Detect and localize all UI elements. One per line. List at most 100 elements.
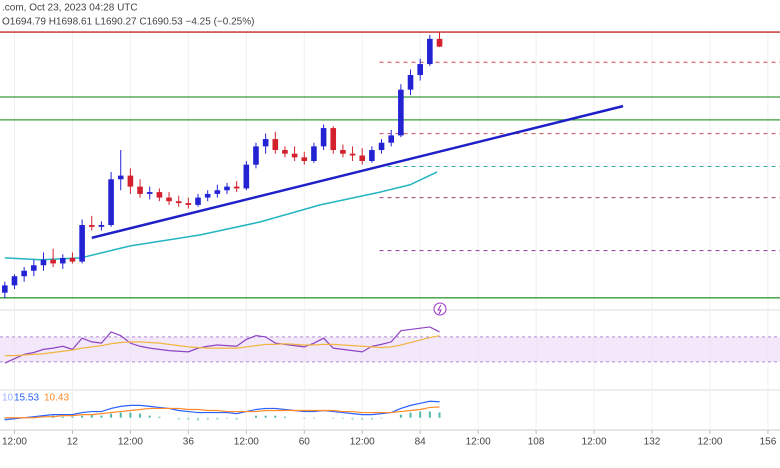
candle-body xyxy=(262,139,269,147)
candle-body xyxy=(156,192,163,198)
macd-histogram-bar xyxy=(119,412,122,418)
candle-body xyxy=(369,150,375,161)
macd-line xyxy=(4,400,440,421)
candle-body xyxy=(311,146,317,161)
candle-body xyxy=(2,285,8,293)
candle-body xyxy=(272,139,279,151)
event-icon[interactable] xyxy=(433,302,447,316)
macd-histogram-bar xyxy=(438,412,441,418)
candle-body xyxy=(69,257,76,262)
rsi-line xyxy=(4,335,440,357)
x-tick-label: 12:00 xyxy=(697,437,722,448)
x-tick-label: 12:00 xyxy=(118,437,143,448)
macd-histogram-bar xyxy=(110,413,113,418)
rsi-line xyxy=(4,326,440,364)
candle-body xyxy=(340,150,346,154)
macd-histogram-bar xyxy=(380,417,383,419)
macd-histogram-bar xyxy=(370,417,373,420)
candle-body xyxy=(407,75,414,90)
candle-body xyxy=(359,155,366,161)
candle-body xyxy=(282,150,288,154)
source-header: .com, Oct 23, 2023 04:28 UTC xyxy=(2,3,138,14)
candle-body xyxy=(291,153,298,158)
macd-histogram-bar xyxy=(332,417,335,419)
macd-histogram-bar xyxy=(351,417,354,420)
macd-label: 15.53 xyxy=(14,393,39,404)
macd-label: 10 xyxy=(2,393,14,404)
x-tick-label: 84 xyxy=(415,437,427,448)
x-tick-label: 12:00 xyxy=(350,437,375,448)
candle-body xyxy=(185,203,192,205)
macd-histogram-bar xyxy=(100,415,103,418)
x-tick-label: 156 xyxy=(760,437,777,448)
x-tick-label: 12:00 xyxy=(2,437,27,448)
candle-body xyxy=(330,128,337,151)
candle-body xyxy=(50,259,56,264)
macd-label: 10.43 xyxy=(44,393,69,404)
candle-body xyxy=(233,186,240,189)
candle-body xyxy=(398,89,404,136)
ohlc-header: O1694.79 H1698.61 L1690.27 C1690.53 −4.2… xyxy=(2,17,254,28)
candle-body xyxy=(436,38,443,47)
event-icon-bolt xyxy=(437,304,442,315)
macd-histogram-bar xyxy=(225,417,228,419)
x-tick-label: 12 xyxy=(67,437,79,448)
macd-line xyxy=(4,406,440,419)
candle-body xyxy=(127,175,134,187)
macd-histogram-bar xyxy=(158,416,161,418)
candle-body xyxy=(417,64,423,76)
macd-histogram-bar xyxy=(216,417,219,420)
candle-body xyxy=(175,201,182,204)
candle-body xyxy=(214,190,221,194)
candle-body xyxy=(31,265,37,271)
x-tick-label: 12:00 xyxy=(234,437,259,448)
trend-line xyxy=(91,104,624,240)
macd-histogram-bar xyxy=(399,414,402,418)
macd-histogram-bar xyxy=(303,417,306,419)
x-tick-label: 60 xyxy=(299,437,311,448)
macd-histogram-bar xyxy=(197,417,200,421)
macd-histogram-bar xyxy=(177,417,180,420)
x-tick-label: 108 xyxy=(528,437,545,448)
macd-histogram-bar xyxy=(235,417,238,420)
candle-body xyxy=(146,192,153,194)
candle-body xyxy=(427,38,433,65)
rsi-band xyxy=(0,336,780,362)
candle-body xyxy=(224,186,230,191)
macd-histogram-bar xyxy=(428,411,431,418)
candle-body xyxy=(195,197,201,205)
candle-body xyxy=(98,225,105,227)
macd-histogram-bar xyxy=(206,417,209,420)
x-tick-label: 132 xyxy=(644,437,661,448)
candle-body xyxy=(40,259,47,266)
x-tick-label: 12:00 xyxy=(466,437,491,448)
macd-histogram-bar xyxy=(129,412,132,418)
macd-histogram-bar xyxy=(81,415,84,418)
macd-histogram-bar xyxy=(264,415,267,418)
x-tick-label: 12:00 xyxy=(582,437,607,448)
macd-histogram-bar xyxy=(148,415,151,418)
macd-histogram-bar xyxy=(90,414,93,418)
candle-body xyxy=(320,128,327,147)
macd-histogram-bar xyxy=(361,417,364,420)
macd-histogram-bar xyxy=(283,416,286,418)
candle-body xyxy=(301,157,308,161)
candle-body xyxy=(378,142,385,151)
macd-histogram-bar xyxy=(409,412,412,418)
macd-histogram-bar xyxy=(341,417,344,419)
candle-body xyxy=(108,179,114,226)
macd-histogram-bar xyxy=(312,417,315,419)
candle-body xyxy=(243,164,250,189)
candle-body xyxy=(79,225,85,262)
macd-histogram-bar xyxy=(3,417,6,420)
macd-histogram-bar xyxy=(187,417,190,420)
candle-body xyxy=(11,276,18,286)
candle-body xyxy=(253,146,259,165)
candle-body xyxy=(349,153,356,156)
candle-body xyxy=(21,270,27,277)
macd-histogram-bar xyxy=(254,415,257,418)
candle-body xyxy=(137,186,143,194)
candle-body xyxy=(59,257,66,264)
